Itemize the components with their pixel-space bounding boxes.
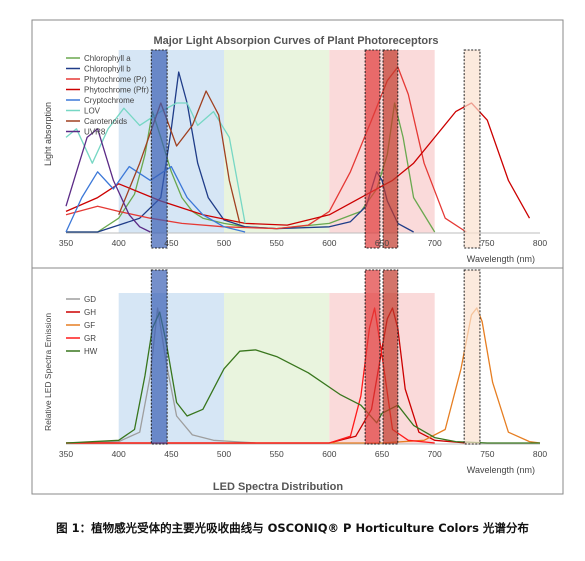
legend-entry: GD: [84, 295, 96, 304]
top-y-axis-label: Light absorption: [43, 102, 53, 166]
series-line-uvr8: [65, 128, 151, 233]
x-tick-label: 600: [322, 449, 336, 459]
legend-entry: Chlorophyll b: [84, 65, 131, 74]
bottom-ticks: 350 400 450 500 550 600 650 700 750 800: [59, 449, 547, 459]
bottom-panel: 350 400 450 500 550 600 650 700 750 800 Wavelengt…: [43, 269, 547, 493]
highlight-box-3: [463, 269, 481, 445]
x-tick-label: 500: [217, 449, 231, 459]
x-tick-label: 700: [428, 449, 442, 459]
bottom-legend: GD GH GF GR HW: [66, 295, 98, 356]
x-tick-label: 750: [480, 449, 494, 459]
top-chart-title: Major Light Absorpion Curves of Plant Ph…: [153, 35, 438, 47]
legend-entry: LOV: [84, 107, 101, 116]
top-boxes: [150, 49, 481, 249]
x-tick-label: 800: [533, 238, 547, 248]
series-line-carotenoids: [118, 90, 241, 224]
top-x-axis-label: Wavelength (nm): [467, 254, 535, 264]
highlight-box-0: [150, 269, 168, 445]
highlight-box-1: [364, 269, 381, 445]
x-tick-label: 450: [164, 238, 178, 248]
x-tick-label: 500: [217, 238, 231, 248]
legend-entry: Cryptochrome: [84, 96, 135, 105]
x-tick-label: 650: [375, 238, 389, 248]
x-tick-label: 350: [59, 238, 73, 248]
legend-entry: Phytochrome (Pfr): [84, 86, 149, 95]
legend-entry: GH: [84, 308, 96, 317]
x-tick-label: 350: [59, 449, 73, 459]
top-ticks: 350 400 450 500 550 600 650 700 750 800: [59, 238, 547, 248]
figure-frame: [31, 19, 564, 495]
highlight-box-0: [150, 49, 168, 249]
legend-entry: GR: [84, 334, 96, 343]
x-tick-label: 400: [112, 449, 126, 459]
x-tick-label: 550: [270, 238, 284, 248]
x-tick-label: 450: [164, 449, 178, 459]
wavelength-band-0: [118, 50, 224, 233]
series-line-cryptochrome: [65, 165, 246, 233]
wavelength-band-1: [224, 50, 330, 233]
x-tick-label: 400: [112, 238, 126, 248]
highlight-box-3: [463, 49, 481, 249]
series-line-phytochrome-pr-: [65, 66, 467, 233]
bottom-boxes: [150, 269, 481, 445]
legend-entry: HW: [84, 347, 98, 356]
figure-caption: 图 1：植物感光受体的主要光吸收曲线与 OSCONIQ® P Horticult…: [56, 521, 529, 535]
bottom-y-axis-label: Relative LED Spectra Emission: [43, 313, 53, 431]
legend-entry: Chlorophyll a: [84, 54, 131, 63]
x-tick-label: 600: [322, 238, 336, 248]
top-panel: 350 400 450 500 550 600 650 700 750 800 Major Lig…: [43, 35, 547, 264]
legend-entry: Phytochrome (Pr): [84, 75, 147, 84]
highlight-box-2: [382, 269, 399, 445]
wavelength-band-1: [224, 293, 330, 444]
x-tick-label: 750: [480, 238, 494, 248]
x-tick-label: 800: [533, 449, 547, 459]
bottom-chart-title: LED Spectra Distribution: [213, 481, 343, 493]
highlight-box-2: [382, 49, 399, 249]
x-tick-label: 650: [375, 449, 389, 459]
bottom-x-axis-label: Wavelength (nm): [467, 465, 535, 475]
legend-entry: Carotenoids: [84, 117, 127, 126]
legend-entry: UVR8: [84, 128, 106, 137]
series-line-chlorophyll-b: [66, 71, 414, 233]
wavelength-band-2: [329, 293, 435, 444]
highlight-box-1: [364, 49, 381, 249]
x-tick-label: 700: [428, 238, 442, 248]
x-tick-label: 550: [270, 449, 284, 459]
legend-entry: GF: [84, 321, 95, 330]
